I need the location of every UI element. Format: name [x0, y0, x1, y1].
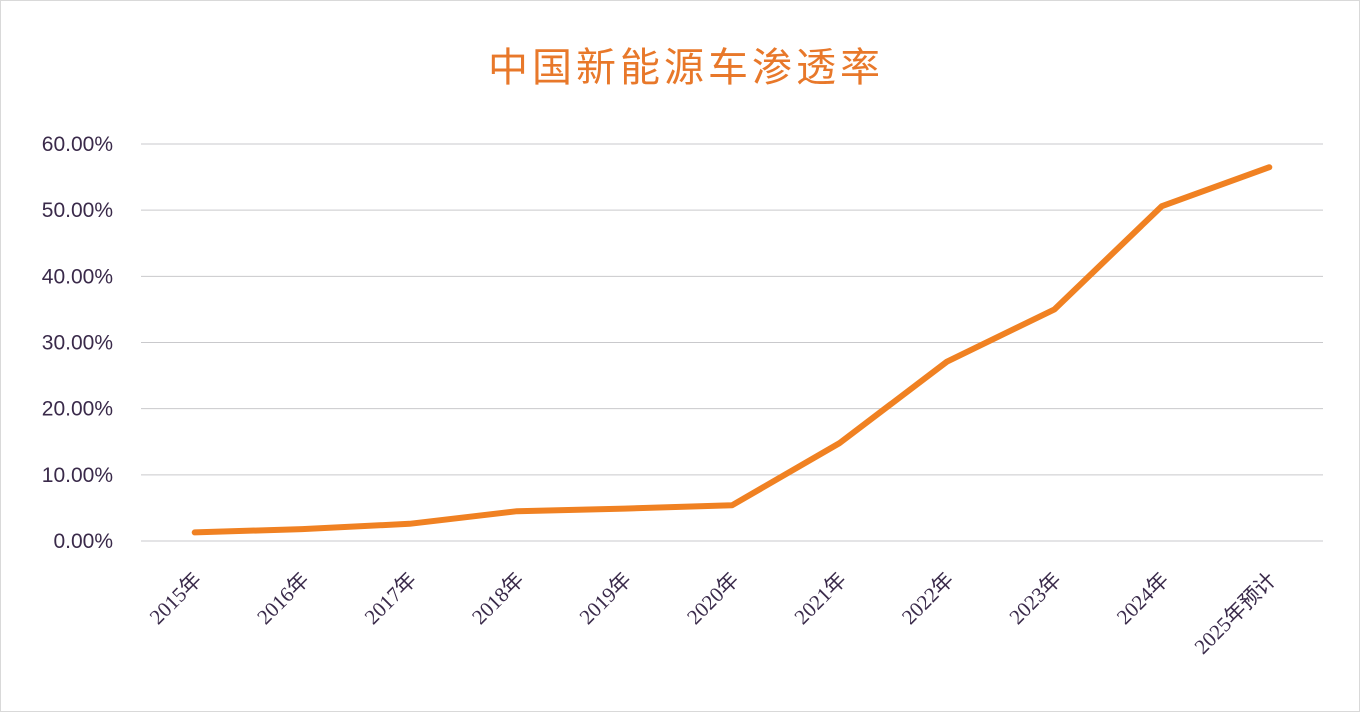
y-tick-label: 20.00%: [42, 398, 113, 421]
y-tick-label: 50.00%: [42, 199, 113, 222]
x-tick-label: 2017年: [360, 568, 422, 630]
y-tick-label: 30.00%: [42, 332, 113, 355]
chart-title: 中国新能源车渗透率: [488, 45, 884, 91]
x-tick-label: 2024年: [1112, 568, 1174, 630]
x-tick-label: 2022年: [897, 568, 959, 630]
x-tick-label: 2019年: [575, 568, 637, 630]
gridlines: [141, 143, 1323, 542]
x-tick-label: 2023年: [1004, 568, 1066, 630]
x-tick-label: 2025年预计: [1190, 568, 1281, 659]
x-tick-label: 2021年: [789, 568, 851, 630]
x-tick-label: 2015年: [145, 568, 207, 630]
x-tick-label: 2016年: [252, 568, 314, 630]
series-layer: [191, 164, 1273, 536]
y-tick-label: 60.00%: [42, 133, 113, 156]
x-axis-tick-labels: 2015年 2016年 2017年 2018年 2019年 2020年 2021年 2022年…: [145, 568, 1281, 659]
y-tick-label: 0.00%: [53, 530, 113, 553]
y-axis-tick-labels: 0.00% 10.00% 20.00% 30.00% 40.00% 50.00% 60.00…: [42, 133, 113, 553]
x-tick-label: 2020年: [682, 568, 744, 630]
x-tick-label: 2018年: [467, 568, 529, 630]
series-line: [191, 164, 1273, 536]
y-tick-label: 10.00%: [42, 464, 113, 487]
y-tick-label: 40.00%: [42, 265, 113, 288]
